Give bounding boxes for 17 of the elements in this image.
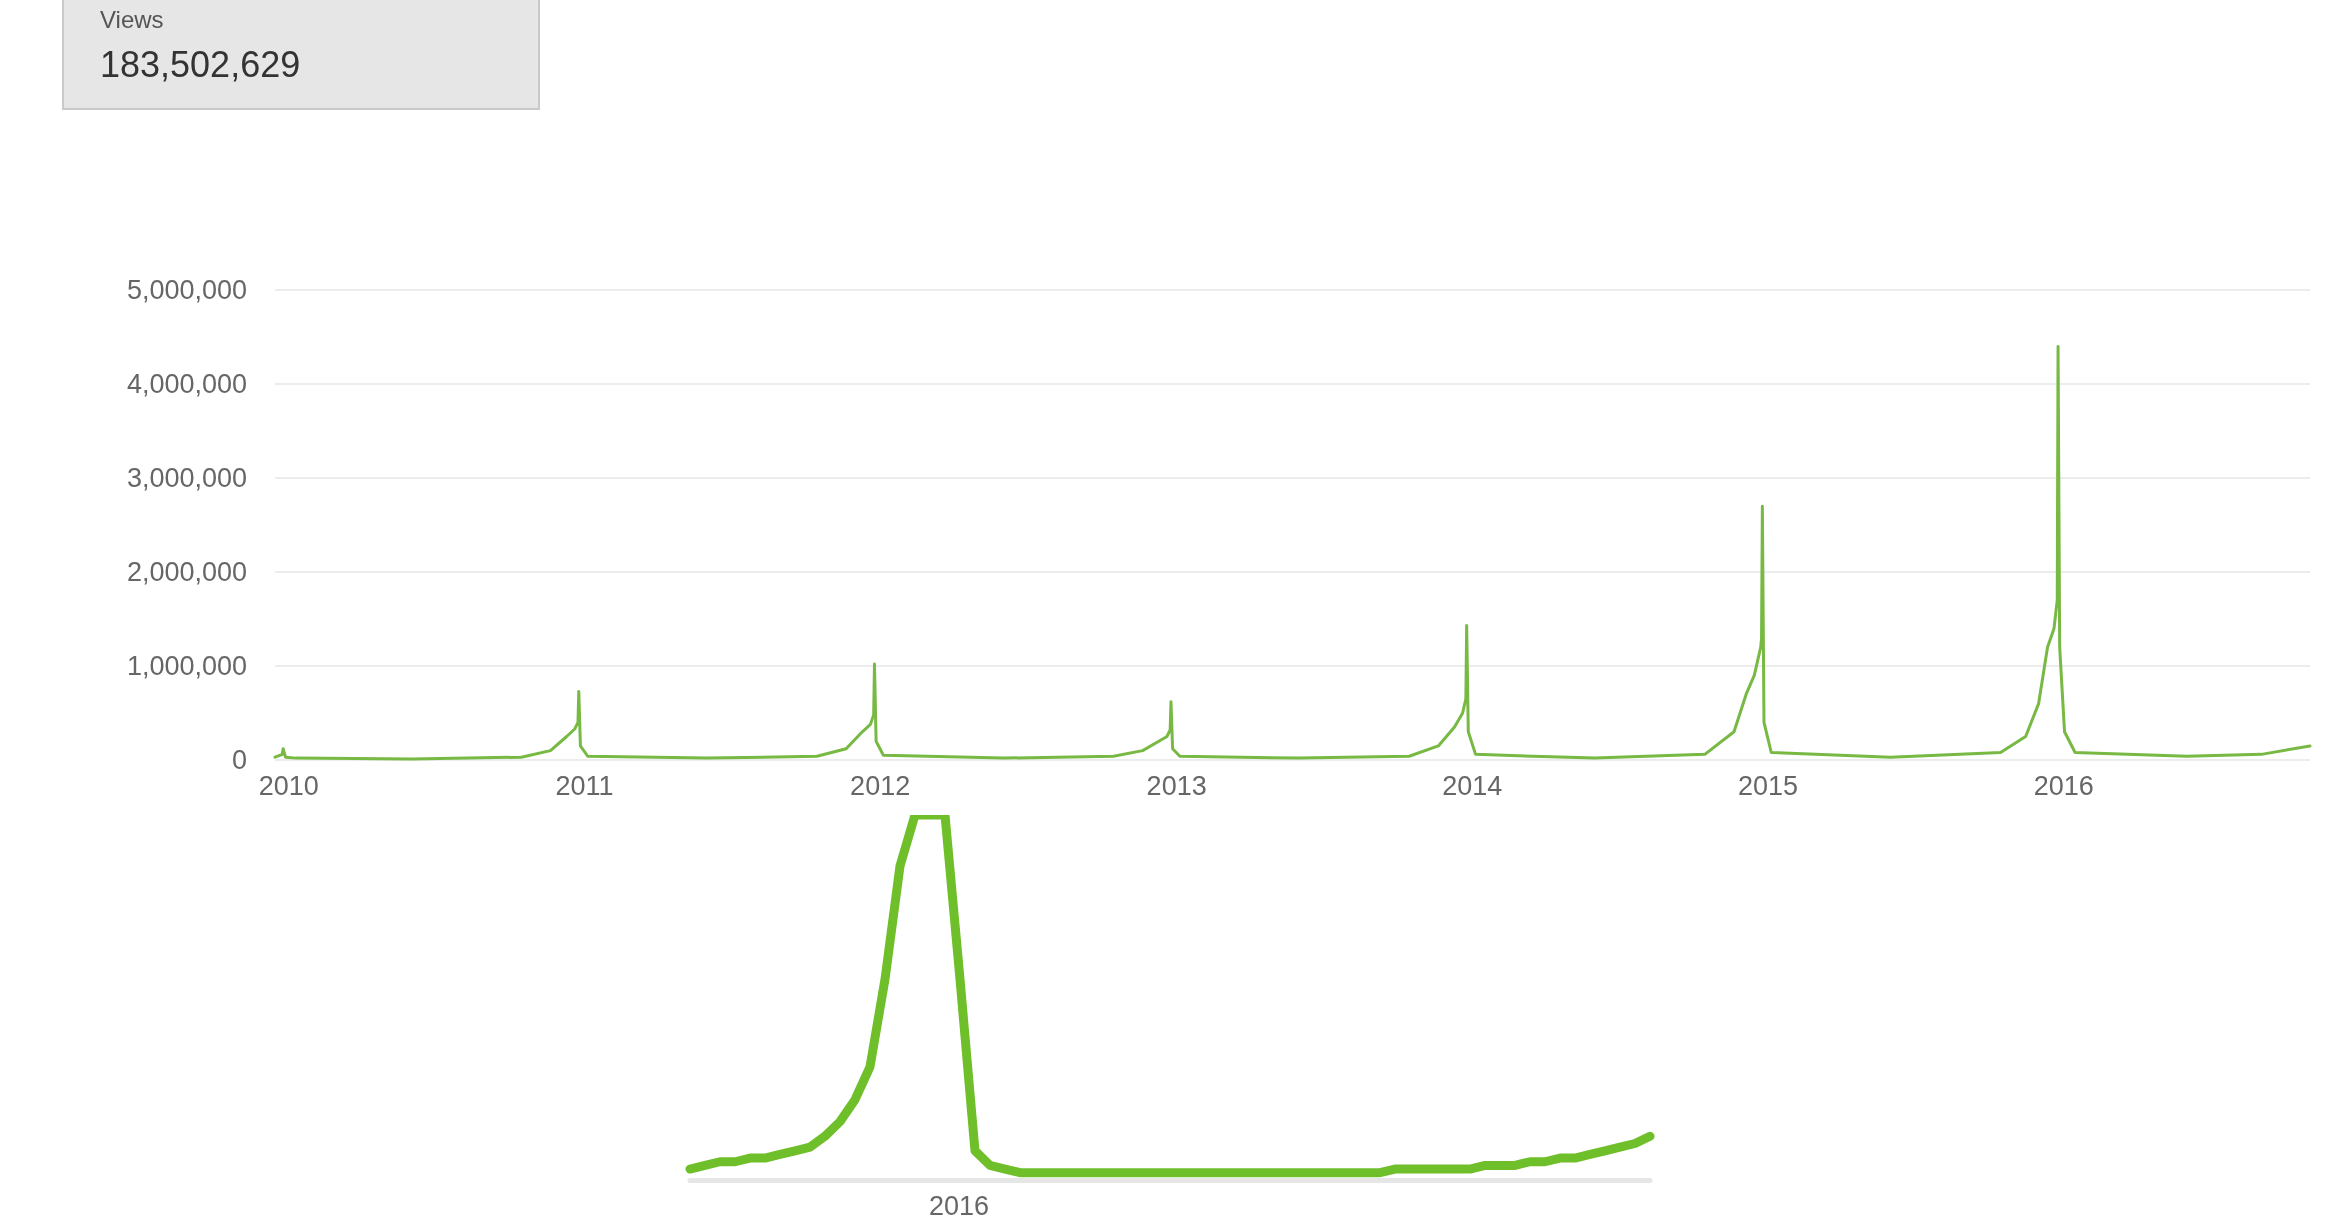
text: 183,502,629 [100, 44, 301, 86]
y-tick-label: 2,000,000 [126, 557, 247, 587]
y-tick-label: 5,000,000 [126, 275, 247, 305]
x-tick-label: 2014 [1442, 770, 1503, 801]
x-tick-label: 2010 [258, 770, 319, 801]
x-tick-label: 2011 [555, 770, 614, 801]
x-tick-label: 2012 [850, 770, 911, 801]
y-tick-label: 4,000,000 [126, 369, 247, 399]
text: Views [100, 6, 164, 34]
x-tick-label: 2013 [1146, 770, 1207, 801]
y-tick-label: 0 [231, 745, 247, 775]
text: 2016 [927, 1191, 991, 1222]
x-tick-label: 2016 [2033, 770, 2094, 801]
x-tick-label: 2015 [1738, 770, 1799, 801]
line-series [273, 344, 2312, 761]
y-tick-label: 1,000,000 [126, 651, 247, 681]
y-tick-label: 3,000,000 [126, 463, 247, 493]
